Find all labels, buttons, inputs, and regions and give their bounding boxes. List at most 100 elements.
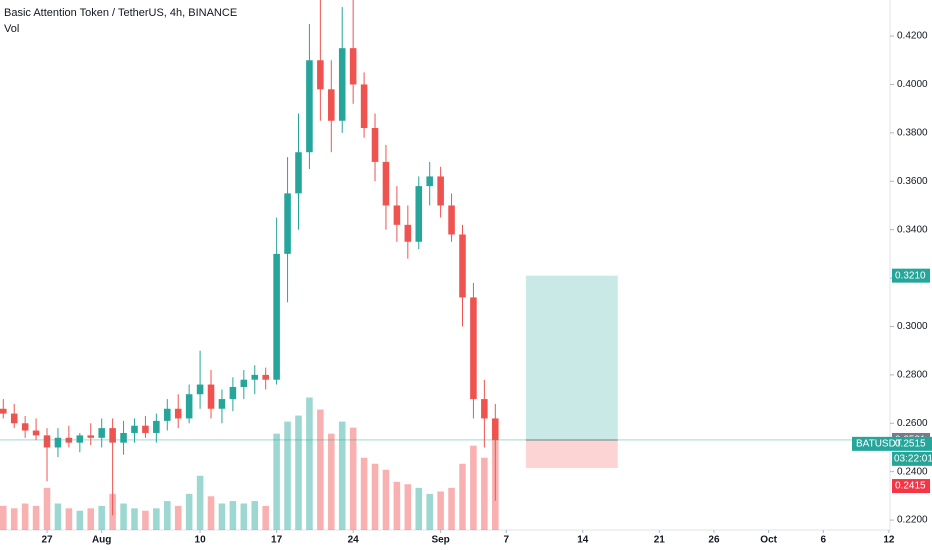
candle-body <box>76 435 84 443</box>
x-tick-label: 14 <box>577 535 589 546</box>
y-tick-label: 0.3800 <box>897 128 928 139</box>
volume-bar <box>437 491 444 530</box>
x-tick-label: 12 <box>883 535 895 546</box>
candle-body <box>459 234 466 298</box>
candle-body <box>382 161 390 206</box>
candle-body <box>21 423 29 431</box>
volume-bar <box>306 397 313 530</box>
candle-body <box>273 253 280 380</box>
candle-body <box>109 428 116 443</box>
volume-bar <box>404 484 412 530</box>
volume-bar <box>317 409 324 530</box>
candle-body <box>492 418 499 440</box>
candle-body <box>0 408 7 414</box>
candle-body <box>131 425 138 433</box>
volume-bar <box>164 501 171 530</box>
candle-body <box>295 152 302 194</box>
y-tick-label: 0.4200 <box>897 31 928 42</box>
volume-bar <box>10 508 18 530</box>
x-tick-label: 21 <box>654 535 666 546</box>
stop-tag-bg <box>892 479 930 494</box>
volume-bar <box>240 503 248 530</box>
y-tick-label: 0.3400 <box>897 224 928 235</box>
candle-body <box>448 205 455 235</box>
x-tick-label: Sep <box>431 535 449 546</box>
volume-bar <box>295 415 302 530</box>
volume-bar <box>349 427 357 530</box>
volume-bar <box>371 463 379 530</box>
candle-body <box>393 205 401 225</box>
candle-body <box>415 186 423 242</box>
candle-body <box>120 432 127 443</box>
countdown: 03:22:01 <box>894 453 932 464</box>
volume-bar <box>32 505 40 530</box>
candle-body <box>207 384 215 409</box>
candle-body <box>218 399 226 409</box>
candle-body <box>328 89 335 121</box>
target-tag-bg <box>892 268 930 283</box>
volume-bar <box>76 510 84 530</box>
y-tick-label: 0.2400 <box>897 466 928 477</box>
y-tick-label: 0.2600 <box>897 418 928 429</box>
candle-body <box>360 84 368 129</box>
countdown-bg <box>892 451 932 466</box>
volume-bar <box>360 457 368 530</box>
volume-bar <box>131 508 138 530</box>
candle-body <box>317 60 324 90</box>
y-tick-label: 0.3600 <box>897 176 928 187</box>
y-tick-label: 0.3000 <box>897 321 928 332</box>
volume-bar <box>415 487 423 530</box>
candle-body <box>240 379 248 387</box>
candle-body <box>437 176 444 206</box>
last-price-bg <box>852 436 932 451</box>
volume-bar <box>284 421 291 530</box>
volume-bar <box>382 469 390 530</box>
volume-bar <box>338 421 346 530</box>
volume-bar <box>54 503 62 530</box>
candle-body <box>426 176 433 187</box>
volume-bar <box>153 508 160 530</box>
candle-body <box>404 224 412 242</box>
candle-body <box>284 193 291 254</box>
candle-body <box>87 435 95 438</box>
volume-bar <box>262 505 269 530</box>
chart-title: Basic Attention Token / TetherUS, 4h, BI… <box>4 7 237 19</box>
candle-body <box>262 374 269 380</box>
candle-body <box>185 394 193 419</box>
volume-label: Vol <box>4 23 19 35</box>
x-tick-label: 24 <box>348 535 360 546</box>
volume-bar <box>120 503 127 530</box>
candle-body <box>10 413 18 424</box>
candle-body <box>164 408 171 421</box>
volume-bar <box>65 508 73 530</box>
candle-body <box>98 428 105 438</box>
candle-body <box>174 408 182 419</box>
volume-bar <box>207 496 215 530</box>
x-tick-label: 26 <box>708 535 720 546</box>
plot-area <box>0 0 618 530</box>
candle-body <box>371 128 379 162</box>
profit-zone <box>525 275 618 440</box>
x-tick-label: 6 <box>821 535 827 546</box>
volume-bar <box>426 493 433 530</box>
volume-bar <box>251 501 259 530</box>
candle-body <box>43 435 51 448</box>
y-tick-label: 0.2800 <box>897 370 928 381</box>
volume-bar <box>393 481 401 530</box>
volume-bar <box>142 510 149 530</box>
y-tick-label: 0.2200 <box>897 515 928 526</box>
volume-bar <box>98 505 105 530</box>
volume-bar <box>218 503 226 530</box>
volume-bar <box>87 508 95 530</box>
y-tick-label: 0.4000 <box>897 79 928 90</box>
volume-bar <box>229 501 237 530</box>
last-price-label: 0.2515 <box>895 438 926 449</box>
candle-body <box>306 60 313 153</box>
volume-bar <box>448 487 455 530</box>
x-tick-label: 27 <box>41 535 53 546</box>
x-tick-label: 7 <box>503 535 509 546</box>
target-tag: 0.3210 <box>895 270 926 281</box>
x-tick-label: Oct <box>760 535 777 546</box>
loss-zone <box>525 439 618 469</box>
x-tick-label: 10 <box>195 535 207 546</box>
